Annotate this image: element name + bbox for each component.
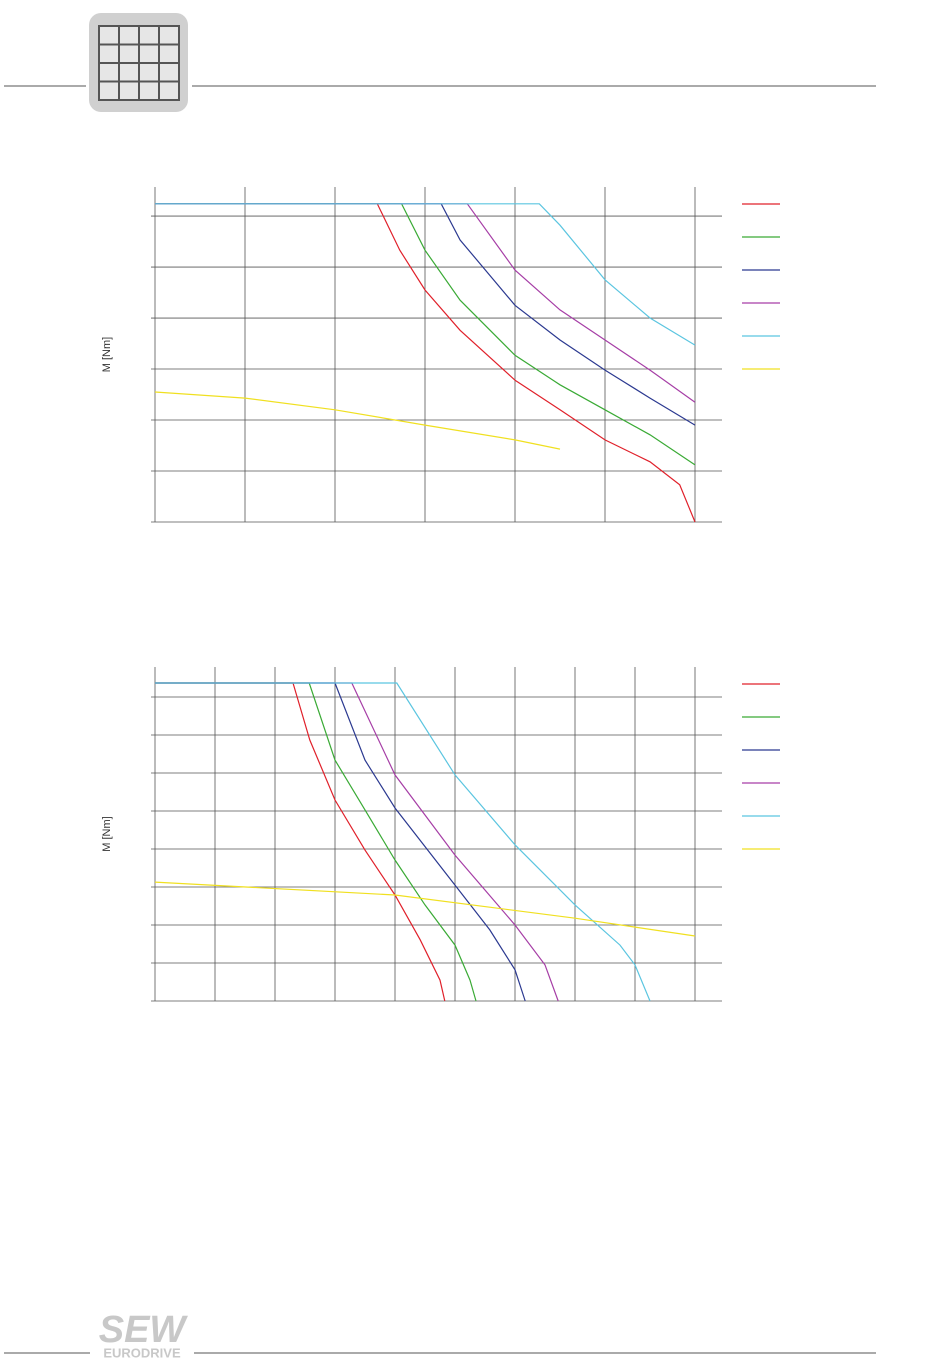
- series-line: [155, 682, 651, 1002]
- series-line: [155, 682, 559, 1002]
- series-line: [155, 682, 446, 1002]
- series-line: [155, 203, 696, 523]
- series-line: [155, 203, 696, 426]
- series-line: [155, 682, 477, 1002]
- logo-text: SEW: [99, 1309, 189, 1351]
- logo-subtext: EURODRIVE: [103, 1345, 181, 1360]
- header-icon: [89, 13, 188, 112]
- y-axis-label: M [Nm]: [101, 337, 113, 372]
- series-line: [155, 682, 526, 1002]
- y-axis-label: M [Nm]: [101, 816, 113, 851]
- series-line: [155, 203, 696, 346]
- series-line: [155, 203, 696, 466]
- series-line: [154, 391, 561, 450]
- series-line: [154, 881, 696, 937]
